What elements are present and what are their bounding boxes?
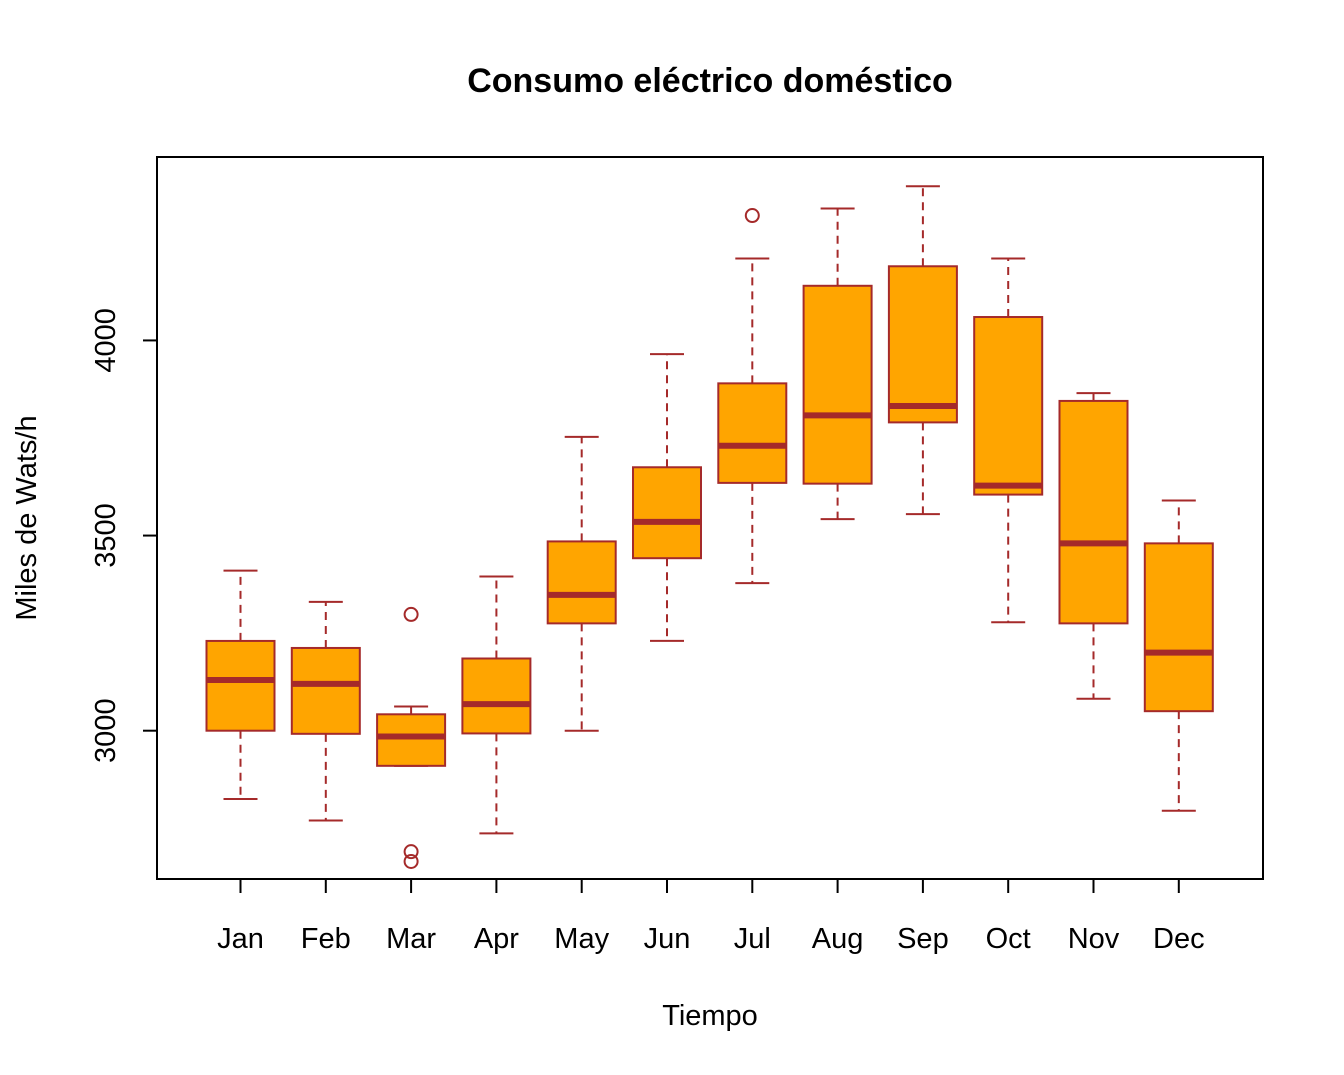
outlier-mar-1 [403, 844, 419, 860]
box-apr [461, 575, 532, 835]
box-jan [205, 569, 276, 800]
box-body-dec [1143, 542, 1214, 713]
x-tick-label-dec: Dec [1153, 923, 1205, 955]
outlier-mar-2 [403, 853, 419, 869]
box-oct [973, 257, 1044, 624]
box-body-may [546, 540, 617, 625]
boxes-group [205, 185, 1214, 869]
x-tick-label-jul: Jul [734, 923, 771, 955]
x-tick-label-oct: Oct [986, 923, 1031, 955]
y-tick-label-3000: 3000 [90, 698, 122, 763]
box-sep [887, 185, 958, 516]
box-body-oct [973, 316, 1044, 496]
plot-frame [156, 156, 1264, 880]
x-axis: Jan Feb Mar Apr May Jun Jul Aug Sep Oct Nov Dec [217, 879, 1205, 955]
box-body-jul [717, 382, 788, 484]
box-body-aug [802, 284, 873, 485]
x-tick-label-apr: Apr [474, 923, 519, 955]
box-body-jun [632, 466, 702, 560]
box-jun [632, 353, 702, 642]
x-tick-label-mar: Mar [386, 923, 436, 955]
box-body-apr [461, 657, 532, 735]
box-nov [1058, 392, 1129, 700]
x-tick-label-jun: Jun [644, 923, 691, 955]
box-body-feb [290, 646, 361, 735]
outlier-mar-0 [403, 606, 419, 622]
x-tick-label-jan: Jan [217, 923, 264, 955]
outlier-jul-0 [744, 208, 760, 224]
chart-title: Consumo eléctrico doméstico [467, 62, 953, 100]
box-aug [802, 207, 873, 521]
x-tick-label-feb: Feb [301, 923, 351, 955]
box-may [546, 435, 617, 732]
x-tick-label-may: May [554, 923, 609, 955]
y-axis: 3000 3500 4000 [90, 308, 157, 763]
y-tick-label-3500: 3500 [90, 503, 122, 568]
x-tick-label-aug: Aug [812, 923, 864, 955]
box-body-nov [1058, 399, 1129, 625]
x-tick-label-nov: Nov [1068, 923, 1120, 955]
y-axis-label: Miles de Wats/h [11, 415, 43, 620]
y-tick-label-4000: 4000 [90, 308, 122, 373]
box-mar [376, 606, 447, 869]
x-tick-label-sep: Sep [897, 923, 949, 955]
x-axis-label: Tiempo [662, 1000, 758, 1032]
box-body-jan [205, 639, 276, 732]
box-dec [1143, 499, 1214, 812]
box-body-mar [376, 713, 447, 767]
box-jul [717, 208, 788, 585]
box-feb [290, 600, 361, 822]
box-body-sep [887, 265, 958, 424]
